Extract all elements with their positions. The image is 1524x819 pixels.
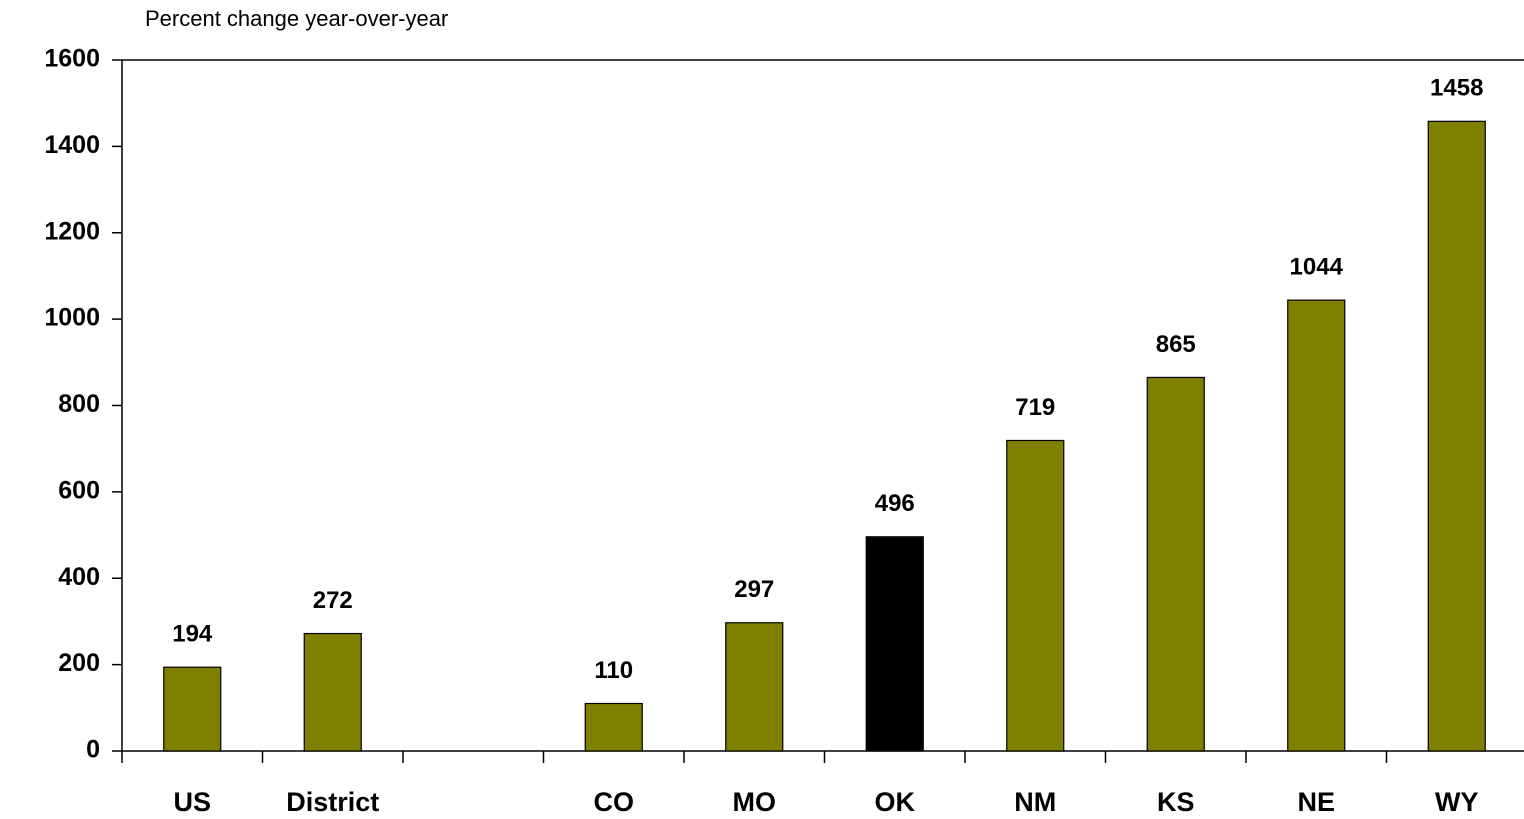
x-tick-label: NM bbox=[1014, 787, 1056, 817]
data-label: 297 bbox=[734, 576, 774, 603]
data-label: 719 bbox=[1015, 394, 1055, 421]
y-tick-label: 1000 bbox=[44, 304, 100, 332]
data-label: 272 bbox=[313, 587, 353, 614]
bar bbox=[1146, 376, 1205, 752]
bar bbox=[163, 666, 222, 752]
y-tick-label: 0 bbox=[86, 736, 100, 764]
y-tick-label: 800 bbox=[58, 390, 100, 418]
x-tick-label: CO bbox=[594, 787, 635, 817]
x-tick-label: MO bbox=[733, 787, 777, 817]
bar bbox=[303, 632, 362, 752]
x-tick-label: KS bbox=[1157, 787, 1195, 817]
data-label: 1044 bbox=[1290, 253, 1344, 280]
y-tick-label: 1600 bbox=[44, 45, 100, 73]
x-tick-label: District bbox=[286, 787, 379, 817]
y-tick-label: 600 bbox=[58, 476, 100, 504]
x-tick-label: OK bbox=[875, 787, 916, 817]
bar bbox=[725, 622, 784, 752]
x-tick-label: NE bbox=[1297, 787, 1335, 817]
bar bbox=[584, 702, 643, 752]
chart-subtitle: Percent change year-over-year bbox=[145, 6, 448, 31]
data-label: 496 bbox=[875, 490, 915, 517]
y-tick-label: 400 bbox=[58, 563, 100, 591]
bar bbox=[865, 536, 924, 752]
data-label: 865 bbox=[1156, 331, 1196, 358]
y-tick-label: 200 bbox=[58, 649, 100, 677]
x-tick-label: US bbox=[173, 787, 211, 817]
data-label: 110 bbox=[594, 657, 633, 684]
bar bbox=[1287, 299, 1346, 752]
y-tick-label: 1200 bbox=[44, 217, 100, 245]
bar bbox=[1006, 439, 1065, 752]
data-label: 194 bbox=[172, 621, 213, 648]
x-tick-label: WY bbox=[1435, 787, 1479, 817]
y-tick-label: 1400 bbox=[44, 131, 100, 159]
bar bbox=[1427, 120, 1486, 752]
data-label: 1458 bbox=[1430, 75, 1483, 102]
